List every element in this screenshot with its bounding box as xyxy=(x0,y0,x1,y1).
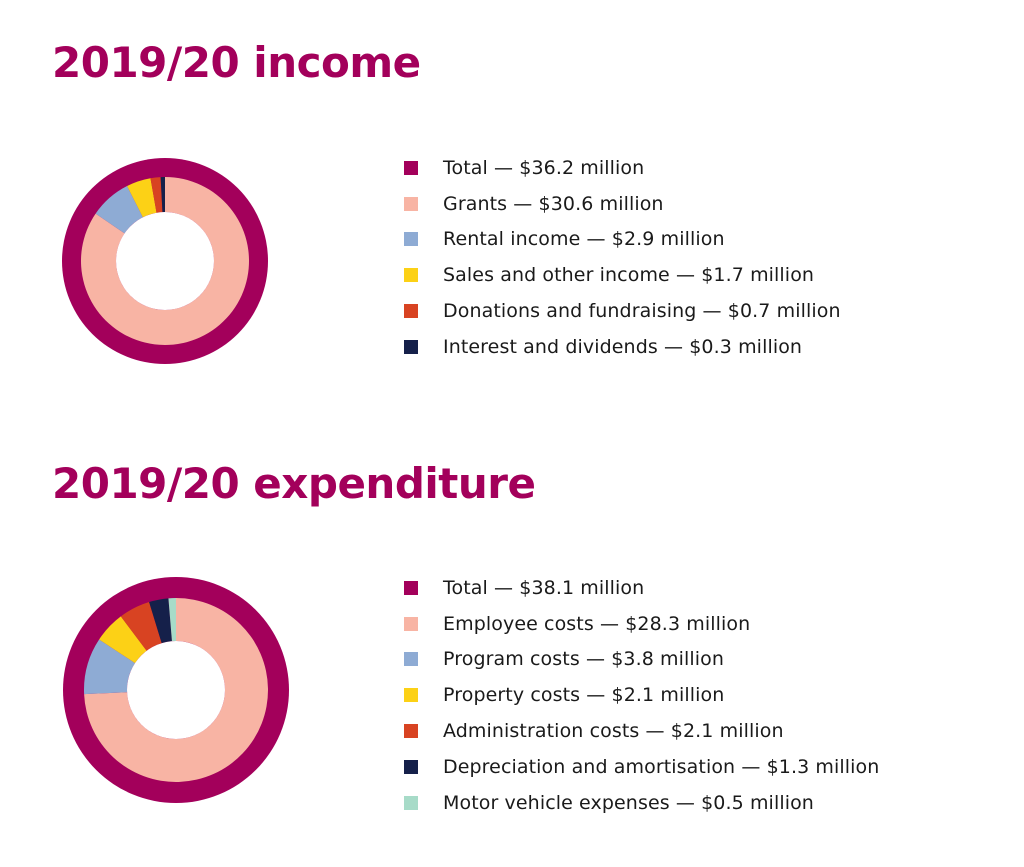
income-slice-interest-and-dividends xyxy=(160,177,165,213)
expenditure-legend-item-employee-costs: Employee costs — $28.3 million xyxy=(404,606,879,642)
legend-label: Property costs — $2.1 million xyxy=(443,684,725,707)
legend-swatch xyxy=(404,759,418,774)
income-slice-rental-income xyxy=(95,186,143,234)
income-legend-item-grants: Grants — $30.6 million xyxy=(404,186,841,222)
expenditure-legend: Total — $38.1 million Employee costs — $2… xyxy=(404,570,879,821)
legend-swatch xyxy=(404,339,418,354)
legend-label: Rental income — $2.9 million xyxy=(443,228,725,251)
expenditure-legend-item-administration-costs: Administration costs — $2.1 million xyxy=(404,713,879,749)
income-donut-hole xyxy=(116,212,214,310)
legend-label: Grants — $30.6 million xyxy=(443,192,664,215)
expenditure-slice-property-costs xyxy=(99,616,147,664)
income-slice-grants xyxy=(80,177,249,345)
income-legend-item-donations-and-fundraising: Donations and fundraising — $0.7 million xyxy=(404,293,841,329)
expenditure-donut-hole xyxy=(127,641,225,739)
expenditure-legend-item-motor-vehicle-expenses: Motor vehicle expenses — $0.5 million xyxy=(404,785,879,821)
income-title: 2019/20 income xyxy=(52,38,421,87)
income-slice-donations-and-fundraising xyxy=(150,177,163,213)
income-legend-item-total: Total — $36.2 million xyxy=(404,150,841,186)
legend-label: Motor vehicle expenses — $0.5 million xyxy=(443,791,814,814)
income-legend-item-interest-and-dividends: Interest and dividends — $0.3 million xyxy=(404,329,841,365)
legend-label: Depreciation and amortisation — $1.3 mil… xyxy=(443,755,880,778)
legend-label: Donations and fundraising — $0.7 million xyxy=(443,300,841,323)
expenditure-slice-administration-costs xyxy=(120,602,162,651)
legend-swatch xyxy=(404,580,418,595)
expenditure-slice-employee-costs xyxy=(84,598,268,782)
income-section: 2019/20 income Total — $36.2 million Gran… xyxy=(0,0,1024,430)
expenditure-legend-item-program-costs: Program costs — $3.8 million xyxy=(404,642,879,678)
legend-swatch xyxy=(404,795,418,810)
legend-swatch xyxy=(404,196,418,211)
income-legend-item-sales-and-other-income: Sales and other income — $1.7 million xyxy=(404,257,841,293)
legend-swatch xyxy=(404,688,418,703)
income-legend-item-rental-income: Rental income — $2.9 million xyxy=(404,222,841,258)
legend-label: Employee costs — $28.3 million xyxy=(443,612,751,635)
legend-label: Administration costs — $2.1 million xyxy=(443,720,784,743)
income-slice-sales-and-other-income xyxy=(127,178,157,218)
expenditure-slice-program-costs xyxy=(84,639,136,695)
expenditure-legend-item-depreciation-and-amortisation: Depreciation and amortisation — $1.3 mil… xyxy=(404,749,879,785)
legend-label: Program costs — $3.8 million xyxy=(443,648,725,671)
legend-label: Total — $36.2 million xyxy=(443,156,645,179)
legend-swatch xyxy=(404,268,418,283)
income-donut-chart xyxy=(62,158,268,364)
legend-swatch xyxy=(404,232,418,247)
expenditure-title: 2019/20 expenditure xyxy=(52,459,536,508)
expenditure-donut-chart xyxy=(63,577,289,803)
expenditure-legend-item-property-costs: Property costs — $2.1 million xyxy=(404,677,879,713)
legend-label: Sales and other income — $1.7 million xyxy=(443,264,815,287)
expenditure-legend-item-total: Total — $38.1 million xyxy=(404,570,879,606)
legend-swatch xyxy=(404,160,418,175)
income-legend: Total — $36.2 million Grants — $30.6 mill… xyxy=(404,150,841,365)
expenditure-slice-motor-vehicle-expenses xyxy=(168,598,176,642)
legend-label: Total — $38.1 million xyxy=(443,576,645,599)
expenditure-slice-depreciation-and-amortisation xyxy=(149,598,172,644)
legend-label: Interest and dividends — $0.3 million xyxy=(443,335,803,358)
legend-swatch xyxy=(404,304,418,319)
legend-swatch xyxy=(404,652,418,667)
legend-swatch xyxy=(404,616,418,631)
expenditure-section: 2019/20 expenditure Total — $38.1 millio… xyxy=(0,440,1024,867)
legend-swatch xyxy=(404,724,418,739)
